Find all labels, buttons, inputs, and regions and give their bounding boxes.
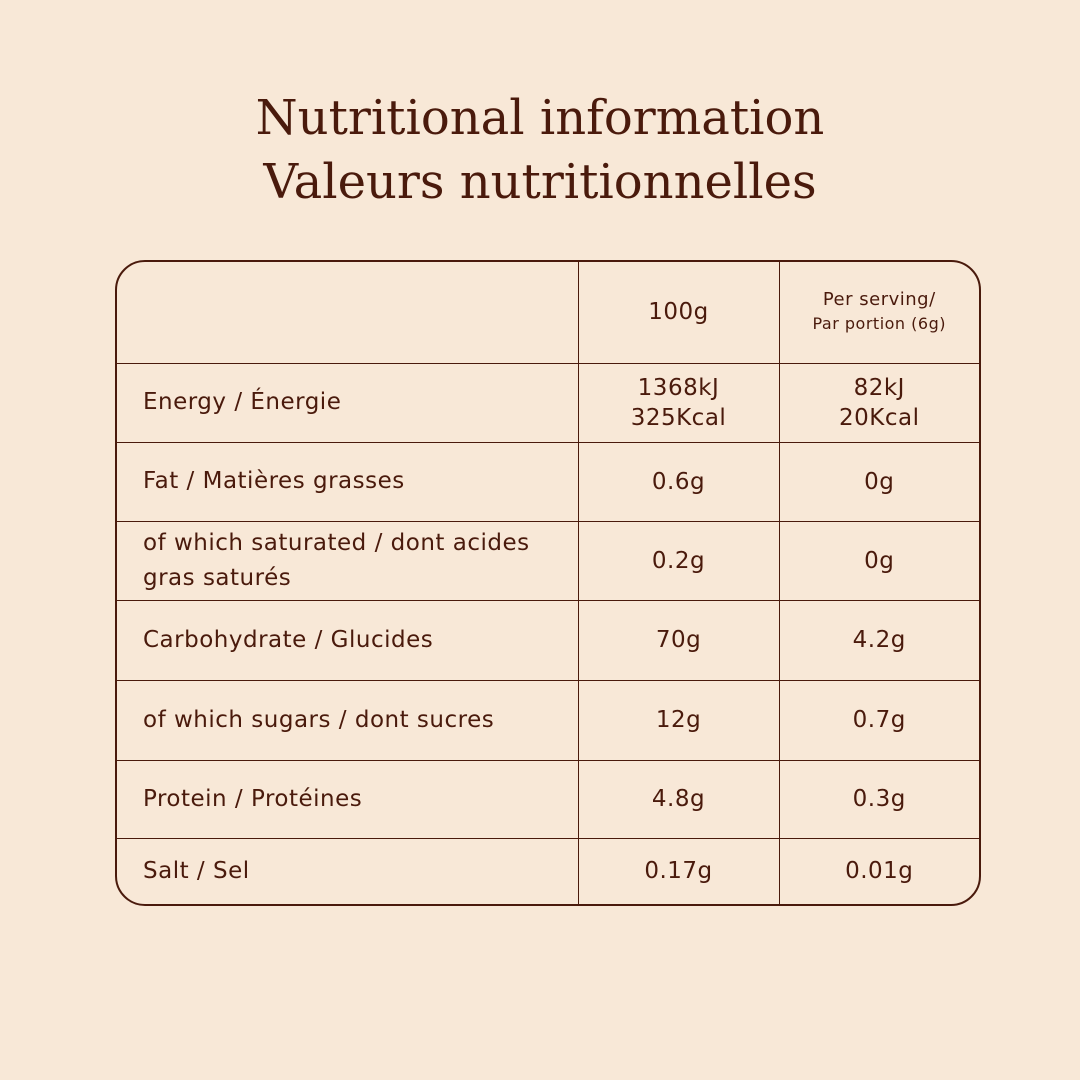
header-cell: 100g [577, 262, 780, 364]
nutrition-table: 100g Per serving/Par portion (6g) Energy /… [115, 260, 981, 906]
cell-line: 1368kJ [637, 374, 720, 401]
nutrient-label: Carbohydrate / Glucides [117, 599, 579, 681]
nutrient-value: 70g [577, 599, 780, 681]
nutrient-label: Protein / Protéines [117, 759, 579, 839]
nutrient-label: of which saturated / dont acides gras sa… [117, 520, 579, 601]
table-body: 100g Per serving/Par portion (6g) Energy /… [117, 262, 979, 904]
cell-line: 325Kcal [630, 404, 727, 431]
header-cell [117, 262, 579, 364]
cell-line: Per serving/ [822, 289, 936, 311]
title-line: Nutritional information [255, 90, 825, 146]
table-row: Salt / Sel 0.17g 0.01g [117, 837, 979, 904]
table: 100g Per serving/Par portion (6g) Energy /… [117, 262, 979, 904]
table-row: of which saturated / dont acides gras sa… [117, 520, 979, 601]
nutrient-label: of which sugars / dont sucres [117, 679, 579, 761]
nutrient-value: 12g [577, 679, 780, 761]
title-line: Valeurs nutritionnelles [263, 154, 817, 210]
nutrient-value: 0g [778, 520, 979, 601]
nutrient-value: 4.8g [577, 759, 780, 839]
table-row: Energy / Énergie 1368kJ 325Kcal 82kJ 20Kcal [117, 362, 979, 443]
cell-line: Par portion (6g) [812, 314, 946, 334]
nutrient-value: 0.7g [778, 679, 979, 761]
nutrient-value: 1368kJ 325Kcal [577, 362, 780, 443]
table-row: Carbohydrate / Glucides 70g 4.2g [117, 599, 979, 681]
nutrient-value: 82kJ 20Kcal [778, 362, 979, 443]
nutrient-label: Fat / Matières grasses [117, 441, 579, 522]
table-row: Fat / Matières grasses 0.6g 0g [117, 441, 979, 522]
header-row: 100g Per serving/Par portion (6g) [117, 262, 979, 364]
cell-line: 20Kcal [839, 404, 920, 431]
nutrient-label: Salt / Sel [117, 837, 579, 904]
nutrient-value: 0g [778, 441, 979, 522]
nutrient-value: 0.2g [577, 520, 780, 601]
cell-line: 82kJ [853, 374, 905, 401]
nutrient-value: 0.17g [577, 837, 780, 904]
header-cell: Per serving/Par portion (6g) [778, 262, 979, 364]
nutrient-value: 4.2g [778, 599, 979, 681]
nutrient-value: 0.01g [778, 837, 979, 904]
nutrient-value: 0.3g [778, 759, 979, 839]
nutrient-value: 0.6g [577, 441, 780, 522]
table-row: of which sugars / dont sucres 12g 0.7g [117, 679, 979, 761]
nutrient-label: Energy / Énergie [117, 362, 579, 443]
table-row: Protein / Protéines 4.8g 0.3g [117, 759, 979, 839]
